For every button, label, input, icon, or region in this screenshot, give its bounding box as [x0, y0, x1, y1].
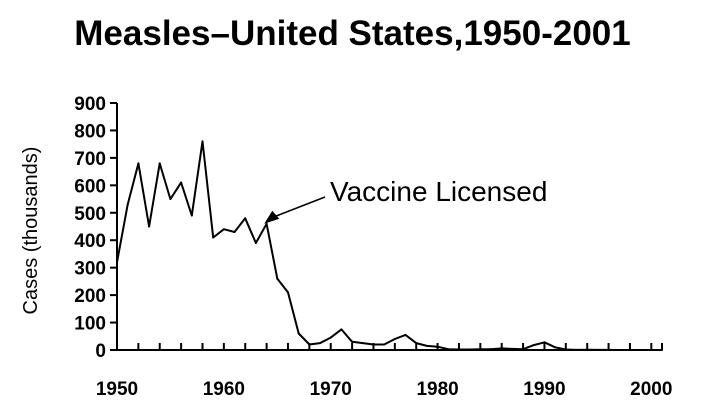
- chart-title: Measles–United States,1950-2001: [74, 14, 631, 53]
- y-tick-label: 600: [74, 176, 106, 197]
- data-point: [607, 348, 610, 351]
- y-tick-label: 0: [95, 341, 106, 362]
- data-point: [661, 348, 663, 351]
- y-tick-label: 500: [74, 204, 106, 225]
- data-point: [372, 343, 375, 346]
- data-point: [137, 162, 140, 165]
- data-point: [532, 344, 535, 347]
- data-point: [404, 333, 407, 336]
- data-point: [116, 261, 118, 264]
- data-point: [126, 203, 129, 206]
- y-tick-label: 400: [74, 231, 106, 252]
- data-point: [158, 162, 161, 165]
- data-point: [180, 181, 183, 184]
- data-point: [650, 348, 653, 351]
- data-point: [148, 225, 151, 228]
- annotation-arrow-head: [264, 210, 280, 224]
- data-point: [201, 140, 204, 143]
- data-point: [618, 348, 621, 351]
- data-point: [425, 344, 428, 347]
- data-point: [383, 343, 386, 346]
- data-point: [639, 348, 642, 351]
- x-tick-label: 1950: [96, 379, 138, 400]
- data-point: [319, 342, 322, 345]
- data-point: [596, 348, 599, 351]
- data-point: [415, 342, 418, 345]
- y-tick-label: 800: [74, 121, 106, 142]
- data-point: [490, 348, 493, 351]
- y-tick-label: 300: [74, 259, 106, 280]
- data-point: [393, 338, 396, 341]
- x-tick-label: 1980: [416, 379, 458, 400]
- y-tick-label: 100: [74, 314, 106, 335]
- data-point: [340, 328, 343, 331]
- data-point: [329, 336, 332, 339]
- data-point: [169, 198, 172, 201]
- data-point: [190, 214, 193, 217]
- data-point: [457, 348, 460, 351]
- y-tick-label: 700: [74, 149, 106, 170]
- x-tick-label: 1960: [203, 379, 245, 400]
- data-point: [447, 348, 450, 351]
- data-point: [276, 277, 279, 280]
- data-point: [554, 346, 557, 349]
- y-axis-title: Cases (thousands): [20, 147, 42, 315]
- data-point: [233, 230, 236, 233]
- x-tick-label: 1970: [310, 379, 352, 400]
- data-point: [511, 347, 514, 350]
- data-point: [543, 341, 546, 344]
- data-point: [361, 342, 364, 345]
- x-tick-label: 2000: [630, 379, 672, 400]
- measles-series-line: [116, 140, 662, 351]
- annotation-arrow-line: [273, 196, 326, 218]
- data-point: [500, 347, 503, 350]
- data-point: [212, 236, 215, 239]
- y-tick-label: 200: [74, 286, 106, 307]
- data-point: [564, 348, 567, 351]
- data-point: [628, 348, 631, 351]
- data-point: [479, 348, 482, 351]
- data-point: [244, 217, 247, 220]
- data-point: [586, 348, 589, 351]
- data-point: [468, 348, 471, 351]
- data-point: [254, 241, 257, 244]
- x-tick-label: 1990: [523, 379, 565, 400]
- data-point: [297, 332, 300, 335]
- data-point: [265, 222, 268, 225]
- data-point: [286, 291, 289, 294]
- data-point: [222, 228, 225, 231]
- data-point: [308, 343, 311, 346]
- data-point: [575, 348, 578, 351]
- data-point: [522, 348, 525, 351]
- y-tick-label: 900: [74, 94, 106, 115]
- data-point: [436, 345, 439, 348]
- data-point: [351, 340, 354, 343]
- vaccine-licensed-annotation: Vaccine Licensed: [330, 176, 547, 207]
